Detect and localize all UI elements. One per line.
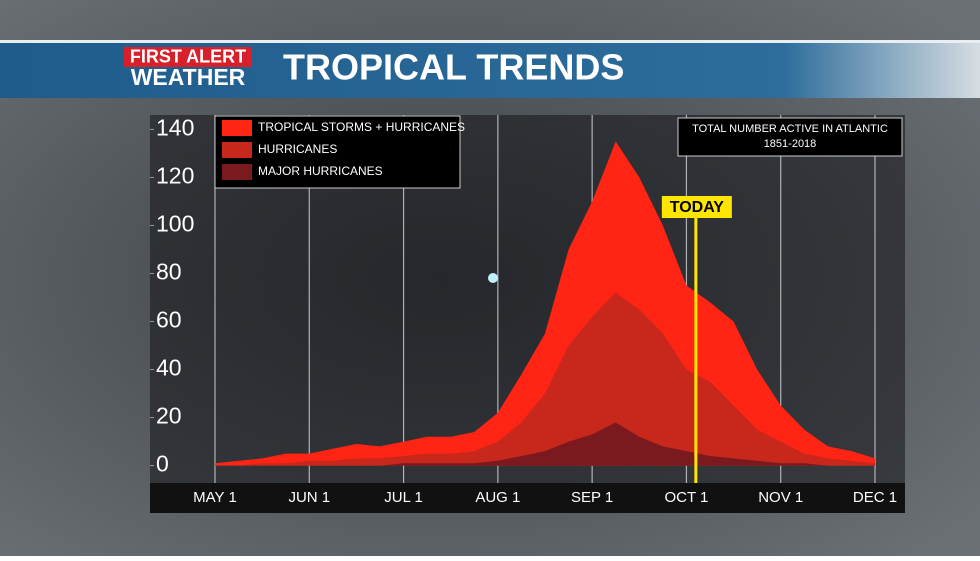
today-label: TODAY — [670, 199, 725, 216]
area — [215, 422, 875, 466]
logo-line2: WEATHER — [131, 64, 246, 90]
today-box — [661, 196, 732, 218]
note-box — [677, 117, 903, 157]
legend-label: MAJOR HURRICANES — [258, 164, 383, 178]
legend-swatch — [222, 164, 252, 180]
y-tick-label: 80 — [156, 259, 182, 285]
y-tick-label: 20 — [156, 403, 182, 429]
x-axis-band — [150, 483, 905, 513]
note-text: TOTAL NUMBER ACTIVE IN ATLANTIC — [692, 123, 888, 135]
y-tick-label: 60 — [156, 307, 182, 333]
legend-swatch — [222, 120, 252, 136]
legend-label: TROPICAL STORMS + HURRICANES — [258, 120, 465, 134]
header-rule — [0, 40, 980, 43]
chart-title: TROPICAL TRENDS — [283, 47, 624, 88]
legend-box — [214, 115, 461, 189]
x-tick-label: OCT 1 — [664, 489, 708, 506]
x-tick-label: SEP 1 — [571, 489, 613, 506]
x-tick-label: DEC 1 — [853, 489, 897, 506]
x-tick-label: NOV 1 — [758, 489, 803, 506]
x-tick-label: JUN 1 — [288, 489, 330, 506]
y-tick-label: 140 — [156, 114, 194, 140]
x-tick-label: JUL 1 — [384, 489, 423, 506]
cursor-dot — [488, 273, 498, 283]
legend-label: HURRICANES — [258, 142, 337, 156]
y-tick-label: 120 — [156, 163, 194, 189]
y-tick-label: 100 — [156, 211, 194, 237]
x-tick-label: MAY 1 — [193, 489, 237, 506]
legend-swatch — [222, 142, 252, 158]
note-text: 1851-2018 — [764, 138, 817, 150]
logo-top — [124, 47, 252, 67]
y-tick-label: 40 — [156, 355, 182, 381]
y-tick-label: 0 — [156, 451, 169, 477]
area — [215, 292, 875, 466]
x-tick-label: AUG 1 — [475, 489, 520, 506]
logo-line1: FIRST ALERT — [130, 46, 246, 66]
